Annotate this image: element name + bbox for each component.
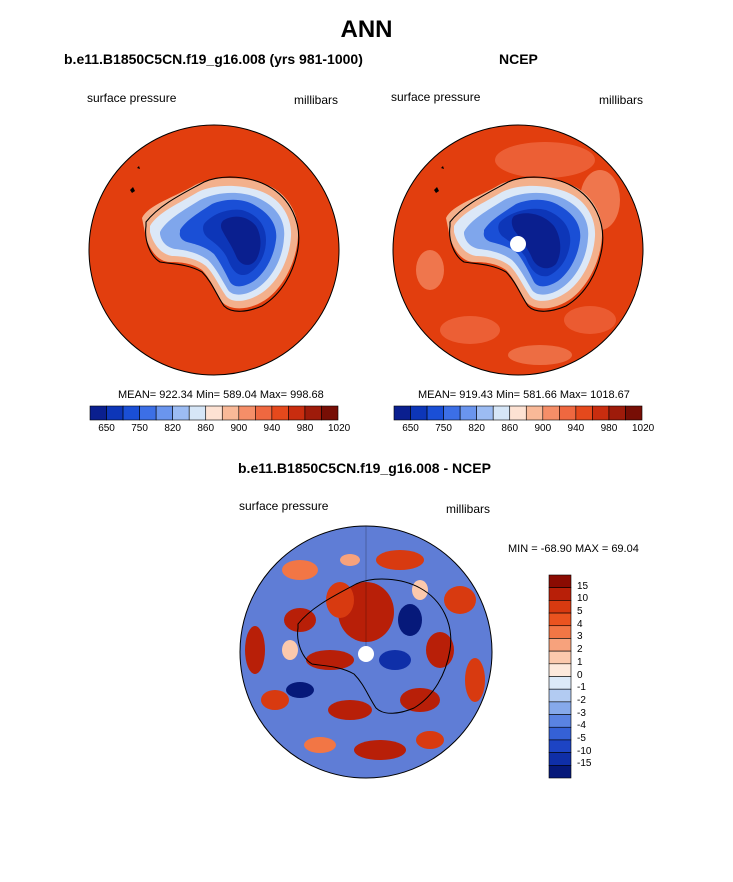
colorbar-panel-1-swatch bbox=[288, 405, 306, 421]
colorbar-panel-1-swatch bbox=[255, 405, 273, 421]
colorbar-difference-tick-label: -1 bbox=[577, 682, 586, 694]
colorbar-panel-2-swatch bbox=[492, 405, 511, 421]
panel-2-map bbox=[392, 124, 644, 376]
colorbar-panel-2-swatch bbox=[509, 405, 527, 421]
colorbar-panel-1-tick-label: 1020 bbox=[328, 423, 351, 434]
panel-2-left-label: surface pressure bbox=[391, 90, 481, 104]
colorbar-panel-2-swatch bbox=[559, 405, 577, 421]
colorbar-difference-tick-label: 1 bbox=[577, 656, 583, 668]
colorbar-difference-swatch bbox=[548, 587, 572, 601]
colorbar-panel-1-tick-label: 940 bbox=[263, 423, 281, 434]
panel-1-units: millibars bbox=[294, 93, 339, 107]
colorbar-panel-1-tick-label: 750 bbox=[131, 423, 148, 434]
colorbar-panel-1-tick-label: 650 bbox=[98, 423, 115, 434]
colorbar-panel-2-tick-label: 980 bbox=[600, 423, 618, 434]
colorbar-panel-2-tick-label: 750 bbox=[435, 423, 452, 434]
colorbar-panel-2-tick-label: 860 bbox=[501, 423, 519, 434]
panel-1-map bbox=[88, 124, 340, 376]
colorbar-difference-swatch bbox=[548, 663, 572, 677]
colorbar-panel-2-tick-label: 900 bbox=[534, 423, 552, 434]
panel-1-title: b.e11.B1850C5CN.f19_g16.008 (yrs 981-100… bbox=[64, 51, 363, 67]
panel-1-stats: MEAN= 922.34 Min= 589.04 Max= 998.68 bbox=[118, 389, 324, 401]
colorbar-difference-swatch bbox=[548, 726, 572, 741]
colorbar-panel-2-swatch bbox=[476, 405, 494, 421]
colorbar-difference-swatch bbox=[548, 688, 572, 703]
colorbar-difference-swatch bbox=[548, 701, 572, 715]
colorbar-difference bbox=[548, 574, 572, 779]
colorbar-difference-swatch bbox=[548, 714, 572, 728]
colorbar-panel-1-swatch bbox=[155, 405, 173, 421]
panel-1-left-label: surface pressure bbox=[87, 91, 177, 105]
colorbar-panel-2-swatch bbox=[592, 405, 610, 421]
colorbar-panel-1-swatch bbox=[321, 405, 339, 421]
panel-3-map bbox=[239, 525, 493, 779]
colorbar-panel-1-tick-label: 860 bbox=[197, 423, 215, 434]
colorbar-difference-swatch bbox=[548, 574, 572, 588]
colorbar-difference-tick-label: 2 bbox=[577, 644, 583, 656]
colorbar-difference-tick-label: 5 bbox=[577, 606, 583, 618]
colorbar-difference-tick-label: 3 bbox=[577, 631, 583, 643]
colorbar-panel-1-swatch bbox=[238, 405, 256, 421]
panel-2-units: millibars bbox=[599, 93, 644, 107]
colorbar-difference-swatch bbox=[548, 625, 572, 639]
colorbar-difference-tick-label: 10 bbox=[577, 593, 589, 605]
colorbar-difference-swatch bbox=[548, 612, 572, 627]
colorbar-panel-1-swatch bbox=[271, 405, 289, 421]
colorbar-difference-swatch bbox=[548, 752, 572, 766]
colorbar-panel-1-tick-label: 820 bbox=[164, 423, 181, 434]
colorbar-difference-swatch bbox=[548, 765, 572, 779]
colorbar-difference-swatch bbox=[548, 600, 572, 614]
colorbar-difference-swatch bbox=[548, 739, 572, 753]
colorbar-panel-1-swatch bbox=[188, 405, 207, 421]
colorbar-difference-tick-label: -15 bbox=[577, 758, 592, 770]
colorbar-panel-2 bbox=[393, 405, 643, 421]
figure-title: ANN bbox=[340, 16, 393, 43]
panel-2-title: NCEP bbox=[499, 51, 538, 67]
colorbar-panel-1-swatch bbox=[122, 405, 140, 421]
colorbar-panel-2-swatch bbox=[575, 405, 593, 421]
colorbar-panel-1-swatch bbox=[139, 405, 157, 421]
panel-2-stats: MEAN= 919.43 Min= 581.66 Max= 1018.67 bbox=[418, 389, 630, 401]
panel-3-left-label: surface pressure bbox=[239, 499, 329, 513]
colorbar-panel-2-tick-label: 1020 bbox=[632, 423, 655, 434]
colorbar-difference-swatch bbox=[548, 676, 572, 690]
colorbar-panel-2-swatch bbox=[443, 405, 461, 421]
colorbar-panel-2-tick-label: 650 bbox=[402, 423, 419, 434]
colorbar-panel-2-tick-label: 940 bbox=[567, 423, 585, 434]
colorbar-panel-1-swatch bbox=[106, 405, 124, 421]
colorbar-panel-1-swatch bbox=[221, 405, 240, 421]
colorbar-panel-2-tick-label: 820 bbox=[468, 423, 485, 434]
colorbar-difference-tick-label: -4 bbox=[577, 720, 586, 732]
colorbar-panel-2-swatch bbox=[542, 405, 560, 421]
colorbar-panel-2-swatch bbox=[525, 405, 544, 421]
colorbar-difference-tick-label: -10 bbox=[577, 745, 592, 757]
colorbar-difference-tick-label: -5 bbox=[577, 732, 586, 744]
colorbar-panel-2-swatch bbox=[625, 405, 643, 421]
colorbar-panel-1-tick-label: 980 bbox=[296, 423, 314, 434]
colorbar-panel-1-tick-label: 900 bbox=[230, 423, 248, 434]
colorbar-panel-2-swatch bbox=[426, 405, 444, 421]
panel-3-title: b.e11.B1850C5CN.f19_g16.008 - NCEP bbox=[238, 460, 491, 476]
colorbar-difference-tick-label: -2 bbox=[577, 694, 586, 706]
colorbar-panel-1-swatch bbox=[172, 405, 190, 421]
colorbar-panel-2-swatch bbox=[393, 405, 411, 421]
panel-3-stats: MIN = -68.90 MAX = 69.04 bbox=[508, 543, 639, 555]
colorbar-panel-2-swatch bbox=[459, 405, 477, 421]
colorbar-difference-swatch bbox=[548, 638, 572, 652]
colorbar-panel-1 bbox=[89, 405, 339, 421]
colorbar-panel-1-swatch bbox=[89, 405, 107, 421]
colorbar-difference-tick-label: 15 bbox=[577, 580, 589, 592]
colorbar-difference-tick-label: -3 bbox=[577, 707, 586, 719]
panel-3-units: millibars bbox=[446, 502, 491, 516]
colorbar-panel-1-swatch bbox=[205, 405, 223, 421]
colorbar-panel-1-swatch bbox=[304, 405, 322, 421]
colorbar-panel-2-swatch bbox=[410, 405, 428, 421]
colorbar-difference-tick-label: 0 bbox=[577, 669, 583, 681]
colorbar-difference-tick-label: 4 bbox=[577, 618, 583, 630]
colorbar-panel-2-swatch bbox=[608, 405, 626, 421]
colorbar-difference-swatch bbox=[548, 650, 572, 665]
